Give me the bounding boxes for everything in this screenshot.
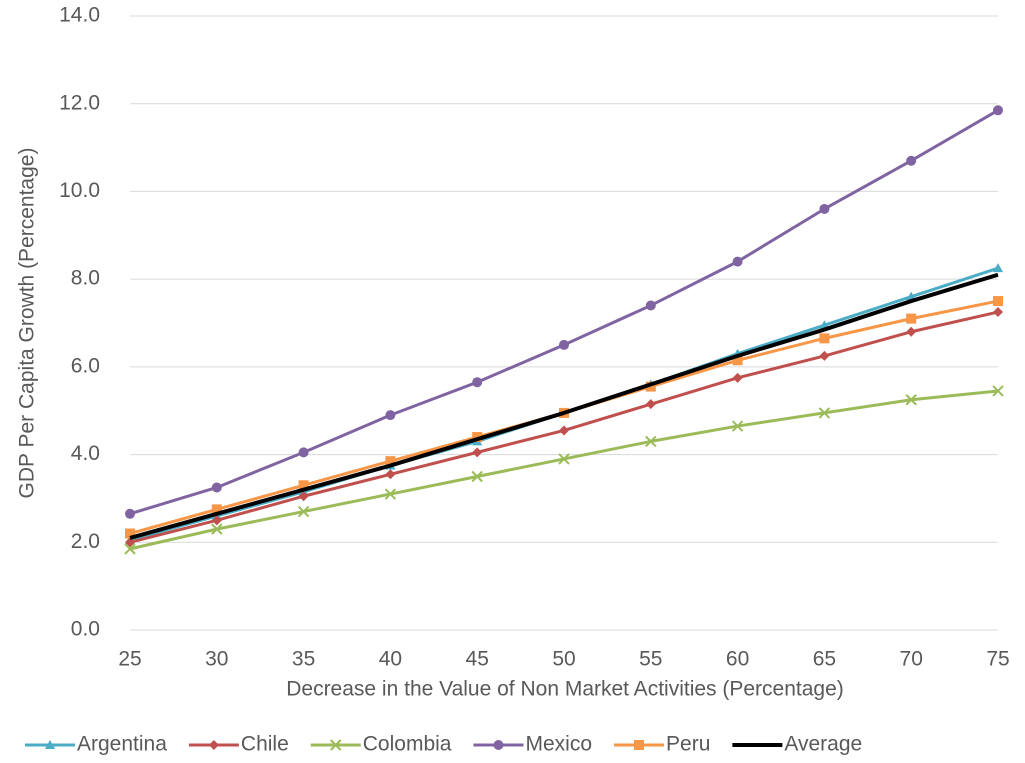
x-tick-label: 25 bbox=[118, 648, 141, 671]
marker bbox=[211, 515, 222, 526]
marker bbox=[298, 480, 309, 491]
series bbox=[125, 307, 1003, 548]
marker bbox=[993, 263, 1003, 273]
marker bbox=[905, 394, 917, 406]
marker bbox=[559, 339, 569, 350]
marker bbox=[125, 528, 135, 539]
legend-item: Chile bbox=[188, 733, 289, 756]
marker bbox=[732, 355, 743, 366]
marker bbox=[472, 447, 483, 458]
y-tick-label: 8.0 bbox=[71, 267, 100, 290]
legend-label: Argentina bbox=[77, 733, 167, 756]
marker bbox=[211, 504, 222, 515]
x-tick-label: 70 bbox=[900, 648, 923, 671]
marker bbox=[471, 470, 483, 483]
marker bbox=[298, 447, 309, 458]
legend-item: Colombia bbox=[310, 733, 452, 756]
x-tick-label: 55 bbox=[639, 648, 662, 671]
y-tick-label: 0.0 bbox=[71, 618, 100, 641]
marker bbox=[385, 469, 396, 480]
legend-item: Argentina bbox=[25, 733, 167, 756]
marker bbox=[731, 420, 744, 432]
marker bbox=[819, 333, 830, 344]
marker bbox=[906, 326, 917, 337]
marker bbox=[45, 740, 55, 749]
marker bbox=[472, 432, 483, 443]
marker bbox=[330, 739, 342, 751]
x-tick-label: 45 bbox=[466, 648, 489, 671]
legend-label: Colombia bbox=[363, 733, 452, 756]
marker bbox=[819, 203, 830, 214]
marker bbox=[385, 410, 396, 421]
marker bbox=[385, 456, 396, 467]
series-line bbox=[129, 272, 999, 540]
marker bbox=[645, 435, 657, 448]
marker bbox=[906, 313, 917, 324]
series bbox=[125, 105, 1003, 519]
legend-label: Chile bbox=[241, 733, 289, 756]
marker bbox=[211, 482, 222, 493]
marker bbox=[906, 155, 917, 166]
marker bbox=[125, 537, 135, 548]
x-tick-label: 65 bbox=[813, 648, 836, 671]
x-tick-label: 40 bbox=[379, 648, 402, 671]
x-tick-label: 60 bbox=[726, 648, 749, 671]
y-tick-label: 12.0 bbox=[59, 91, 100, 114]
legend-item: Peru bbox=[614, 733, 710, 756]
marker bbox=[645, 300, 656, 311]
marker bbox=[384, 488, 397, 500]
marker bbox=[124, 543, 136, 555]
marker bbox=[993, 307, 1003, 318]
y-tick-label: 6.0 bbox=[71, 354, 100, 377]
marker bbox=[472, 377, 483, 388]
y-tick-label: 4.0 bbox=[71, 442, 100, 465]
x-tick-label: 75 bbox=[986, 648, 1009, 671]
marker bbox=[819, 350, 830, 361]
x-tick-label: 30 bbox=[205, 648, 228, 671]
marker bbox=[298, 491, 309, 502]
series bbox=[124, 385, 1004, 555]
series-line bbox=[129, 266, 999, 542]
marker bbox=[992, 385, 1004, 397]
marker bbox=[558, 453, 570, 465]
marker bbox=[208, 740, 219, 750]
marker bbox=[211, 523, 223, 535]
x-tick-label: 35 bbox=[292, 648, 315, 671]
marker bbox=[645, 381, 656, 392]
legend-label: Mexico bbox=[525, 733, 592, 756]
marker bbox=[993, 105, 1003, 116]
y-tick-label: 14.0 bbox=[59, 4, 100, 27]
marker bbox=[732, 372, 743, 383]
x-tick-label: 50 bbox=[552, 648, 575, 671]
series bbox=[129, 272, 999, 540]
marker bbox=[493, 740, 504, 750]
marker bbox=[732, 256, 743, 267]
marker bbox=[297, 505, 310, 518]
legend-item: Mexico bbox=[473, 733, 592, 756]
marker bbox=[818, 407, 831, 419]
marker bbox=[993, 296, 1003, 307]
marker bbox=[125, 508, 135, 519]
marker bbox=[559, 425, 569, 436]
legend-item: Average bbox=[732, 733, 862, 756]
marker bbox=[645, 399, 656, 410]
legend-label: Average bbox=[784, 733, 862, 756]
x-axis-title: Decrease in the Value of Non Market Acti… bbox=[286, 678, 844, 701]
y-axis-title: GDP Per Capita Growth (Percentage) bbox=[16, 148, 39, 499]
y-tick-label: 10.0 bbox=[59, 179, 100, 202]
marker bbox=[634, 740, 645, 750]
y-tick-label: 2.0 bbox=[71, 530, 100, 553]
legend-label: Peru bbox=[666, 733, 710, 756]
